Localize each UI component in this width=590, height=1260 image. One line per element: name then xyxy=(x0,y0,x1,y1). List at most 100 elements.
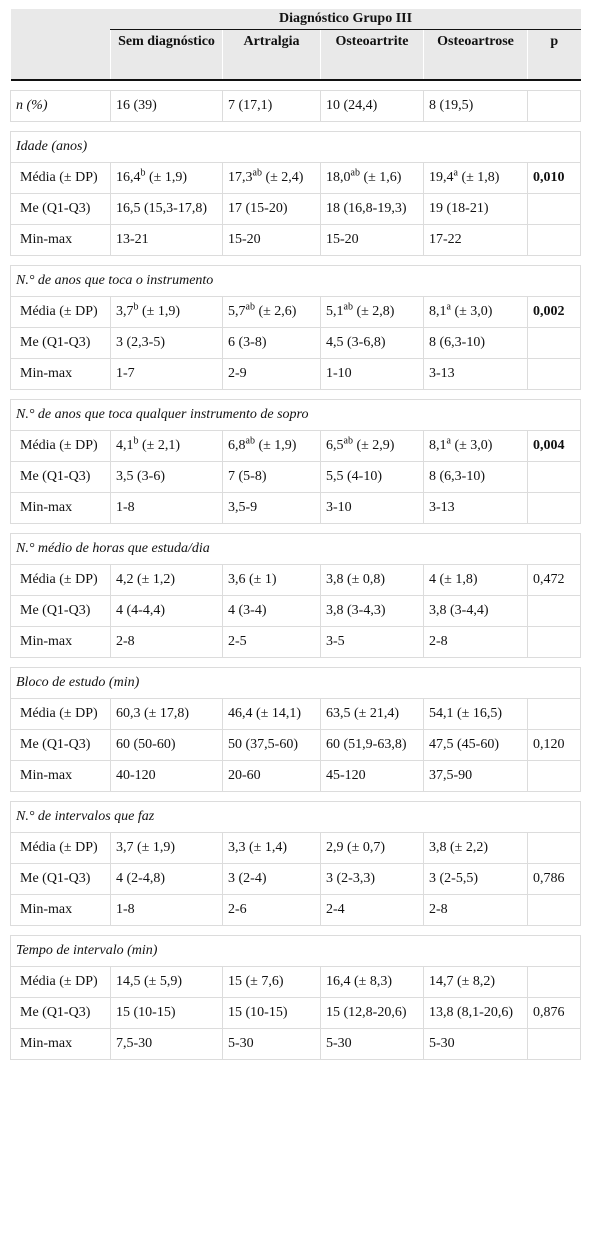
section-title: N.° de intervalos que faz xyxy=(9,801,582,833)
table-row: Min-max 7,5-30 5-30 5-30 5-30 xyxy=(10,1028,582,1060)
cell-value: 8,1 xyxy=(429,304,447,319)
cell-value: 3-13 xyxy=(429,366,455,381)
row-label: Min-max xyxy=(10,894,111,926)
cell-value: 20-60 xyxy=(228,768,261,783)
table-cell: 2-8 xyxy=(423,626,528,658)
table-cell: 37,5-90 xyxy=(423,760,528,792)
cell-value: 2-4 xyxy=(326,902,345,917)
cell-value: 8,1 xyxy=(429,438,447,453)
cell-value: 60 (50-60) xyxy=(116,737,176,752)
cell-value: 3,3 (± 1,4) xyxy=(228,840,288,855)
p-value-cell: 0,002 xyxy=(527,296,582,328)
cell-value: 5,1 xyxy=(326,304,344,319)
cell-value: 2-5 xyxy=(228,634,247,649)
table-cell: 4 (3-4) xyxy=(222,595,321,627)
p-value-cell: 0,472 xyxy=(527,564,582,596)
table-row: Min-max 2-8 2-5 3-5 2-8 xyxy=(10,626,582,658)
table-row: Média (± DP) 4,2 (± 1,2) 3,6 (± 1) 3,8 (± 0… xyxy=(10,564,582,596)
p-value-cell xyxy=(527,894,582,926)
cell-value: 7 (5-8) xyxy=(228,469,267,484)
section-header-row: N.° médio de horas que estuda/dia xyxy=(9,533,582,565)
cell-value: 2-8 xyxy=(429,902,448,917)
significance-superscript: ab xyxy=(245,435,255,447)
table-cell: 3,8 (± 2,2) xyxy=(423,832,528,864)
row-label: Me (Q1-Q3) xyxy=(10,863,111,895)
cell-value: 54,1 (± 16,5) xyxy=(429,706,503,721)
cell-value: 2,9 (± 0,7) xyxy=(326,840,386,855)
cell-value: 4 (4-4,4) xyxy=(116,603,165,618)
table-cell: 15 (10-15) xyxy=(222,997,321,1029)
row-label: Me (Q1-Q3) xyxy=(10,327,111,359)
significance-superscript: a xyxy=(446,301,451,313)
table-cell: 4 (2-4,8) xyxy=(110,863,223,895)
table-cell: 3 (2-4) xyxy=(222,863,321,895)
cell-value: 2-9 xyxy=(228,366,247,381)
table-cell: 1-8 xyxy=(110,492,223,524)
section-header-row: Bloco de estudo (min) xyxy=(9,667,582,699)
cell-value: 3 (2-3,3) xyxy=(326,871,375,886)
cell-value: 47,5 (45-60) xyxy=(429,737,499,752)
table-cell: 18 (16,8-19,3) xyxy=(320,193,424,225)
cell-value: 16,5 (15,3-17,8) xyxy=(116,201,207,216)
cell-value: 50 (37,5-60) xyxy=(228,737,298,752)
cell-value: 3-10 xyxy=(326,500,352,515)
row-label: n (%) xyxy=(10,90,111,122)
table-cell: 17 (15-20) xyxy=(222,193,321,225)
table-cell: 47,5 (45-60) xyxy=(423,729,528,761)
cell-value-dispersion: (± 1,6) xyxy=(359,170,402,185)
table-cell: 8 (6,3-10) xyxy=(423,327,528,359)
table-cell: 13-21 xyxy=(110,224,223,256)
table-row: Min-max 13-21 15-20 15-20 17-22 xyxy=(10,224,582,256)
table-cell: 2-6 xyxy=(222,894,321,926)
spacer-row xyxy=(10,925,581,936)
table-row: Média (± DP) 60,3 (± 17,8) 46,4 (± 14,1) 63… xyxy=(10,698,582,730)
table-cell: 3,7 (± 1,9) xyxy=(110,832,223,864)
table-cell: 1-8 xyxy=(110,894,223,926)
p-value-cell xyxy=(527,698,582,730)
row-label: Min-max xyxy=(10,492,111,524)
cell-value: 3,8 (± 2,2) xyxy=(429,840,489,855)
cell-value: 17-22 xyxy=(429,232,462,247)
table-cell: 16,4b (± 1,9) xyxy=(110,162,223,194)
table-row: Me (Q1-Q3) 4 (4-4,4) 4 (3-4) 3,8 (3-4,3) 3,8… xyxy=(10,595,582,627)
cell-value: 19,4 xyxy=(429,170,454,185)
table-cell: 46,4 (± 14,1) xyxy=(222,698,321,730)
table-cell: 5-30 xyxy=(222,1028,321,1060)
table-cell: 4 (± 1,8) xyxy=(423,564,528,596)
cell-value: 14,7 (± 8,2) xyxy=(429,974,496,989)
row-label: Min-max xyxy=(10,1028,111,1060)
p-value-cell: 0,876 xyxy=(527,997,582,1029)
cell-value: 15-20 xyxy=(326,232,359,247)
cell-value: 19 (18-21) xyxy=(429,201,489,216)
table-cell: 5,7ab (± 2,6) xyxy=(222,296,321,328)
spacer-row xyxy=(10,80,581,91)
table-cell: 2,9 (± 0,7) xyxy=(320,832,424,864)
significance-superscript: ab xyxy=(343,435,353,447)
row-label: Me (Q1-Q3) xyxy=(10,595,111,627)
p-value-cell xyxy=(527,832,582,864)
cell-value: 3,6 (± 1) xyxy=(228,572,277,587)
column-header-osteoartrose: Osteoartrose xyxy=(423,29,528,81)
row-label: Média (± DP) xyxy=(10,832,111,864)
significance-superscript: ab xyxy=(245,301,255,313)
cell-value: 5,5 (4-10) xyxy=(326,469,382,484)
section-header-row: N.° de intervalos que faz xyxy=(9,801,582,833)
table-cell: 7 (5-8) xyxy=(222,461,321,493)
spacer-row xyxy=(10,523,581,534)
n-row: n (%) 16 (39) 7 (17,1) 10 (24,4) 8 (19,5… xyxy=(10,90,582,122)
table-cell: 3,8 (± 0,8) xyxy=(320,564,424,596)
table-row: Me (Q1-Q3) 60 (50-60) 50 (37,5-60) 60 (51,9… xyxy=(10,729,582,761)
section-title: Tempo de intervalo (min) xyxy=(9,935,582,967)
cell-value: 60 (51,9-63,8) xyxy=(326,737,407,752)
cell-value: 13,8 (8,1-20,6) xyxy=(429,1005,513,1020)
cell-value-dispersion: (± 2,1) xyxy=(138,438,181,453)
cell-value: 15 (± 7,6) xyxy=(228,974,284,989)
p-value-cell: 0,786 xyxy=(527,863,582,895)
table-row: Min-max 1-8 3,5-9 3-10 3-13 xyxy=(10,492,582,524)
table-cell: 15 (± 7,6) xyxy=(222,966,321,998)
p-value-cell: 0,120 xyxy=(527,729,582,761)
table-cell: 15-20 xyxy=(320,224,424,256)
cell-value: 3 (2,3-5) xyxy=(116,335,165,350)
significance-superscript: b xyxy=(140,167,146,179)
cell-value: 8 (6,3-10) xyxy=(429,335,485,350)
